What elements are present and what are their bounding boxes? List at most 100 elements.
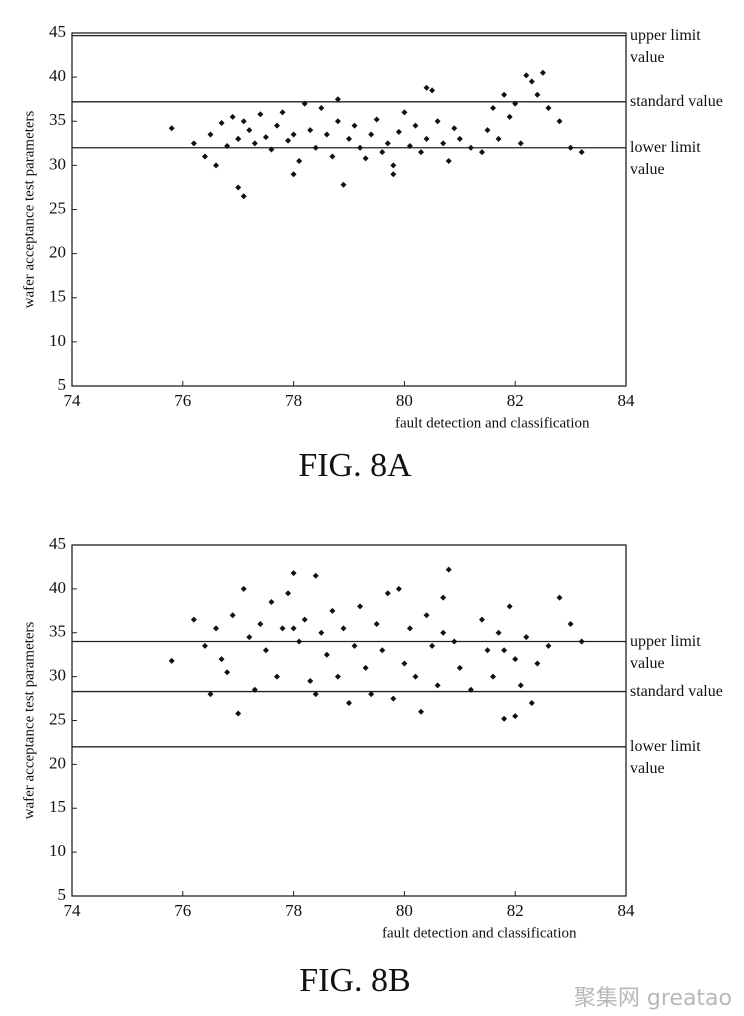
- point: [556, 118, 563, 125]
- point: [406, 625, 413, 632]
- point: [240, 193, 247, 200]
- point: [201, 153, 208, 160]
- point: [290, 570, 297, 577]
- point: [506, 113, 513, 120]
- point: [218, 120, 225, 127]
- point: [251, 140, 258, 147]
- point: [528, 699, 535, 706]
- x-tick-label: 80: [396, 901, 413, 920]
- point: [301, 100, 308, 107]
- point: [373, 116, 380, 123]
- point: [285, 137, 292, 144]
- x-tick-label: 84: [618, 901, 636, 920]
- reference-label: lower limit value: [630, 138, 701, 178]
- point: [240, 585, 247, 592]
- point: [418, 708, 425, 715]
- point: [362, 664, 369, 671]
- point: [246, 127, 253, 134]
- point: [406, 142, 413, 149]
- point: [423, 612, 430, 619]
- y-tick-label: 5: [58, 375, 67, 394]
- point: [346, 699, 352, 706]
- point: [323, 651, 330, 658]
- point: [235, 710, 242, 717]
- point: [312, 691, 319, 698]
- watermark: 聚集网 greatao: [573, 986, 732, 1011]
- point: [451, 125, 458, 132]
- point: [445, 157, 452, 164]
- point: [523, 72, 530, 79]
- point: [567, 144, 574, 151]
- point: [334, 96, 341, 103]
- point: [235, 184, 242, 191]
- y-axis-label: wafer acceptance test parameters: [21, 110, 37, 308]
- x-tick-label: 82: [507, 901, 524, 920]
- point: [495, 135, 502, 142]
- point: [346, 135, 352, 142]
- point: [368, 131, 375, 138]
- point: [351, 122, 358, 129]
- point: [578, 638, 585, 645]
- point: [523, 634, 530, 641]
- x-tick-label: 82: [507, 391, 524, 410]
- y-tick-label: 40: [49, 66, 66, 85]
- point: [556, 594, 563, 601]
- point: [190, 616, 197, 623]
- y-tick-label: 45: [49, 22, 66, 41]
- point: [379, 149, 386, 156]
- point: [490, 673, 497, 680]
- point: [539, 69, 546, 76]
- point: [318, 105, 325, 112]
- point: [501, 91, 508, 98]
- point: [440, 140, 447, 147]
- point: [451, 638, 458, 645]
- point: [384, 590, 391, 597]
- point: [279, 109, 286, 116]
- reference-label: standard value: [630, 92, 723, 110]
- x-axis-label: fault detection and classification: [382, 925, 577, 941]
- x-tick-label: 78: [285, 901, 302, 920]
- point: [224, 669, 231, 676]
- x-tick-label: 76: [174, 901, 191, 920]
- point: [240, 118, 247, 125]
- x-tick-label: 84: [618, 391, 636, 410]
- point: [307, 127, 314, 134]
- point: [301, 616, 308, 623]
- point: [401, 660, 408, 667]
- y-tick-label: 25: [49, 709, 66, 728]
- point: [478, 616, 485, 623]
- x-axis-label: fault detection and classification: [395, 415, 590, 431]
- point: [545, 642, 552, 649]
- point: [478, 149, 485, 156]
- point: [257, 111, 264, 118]
- point: [318, 629, 325, 636]
- point: [235, 135, 242, 142]
- point: [262, 647, 269, 654]
- x-tick-label: 78: [285, 391, 302, 410]
- point: [567, 620, 574, 627]
- point: [213, 162, 220, 169]
- point: [429, 642, 436, 649]
- y-tick-label: 45: [49, 534, 66, 553]
- y-tick-label: 25: [49, 198, 66, 217]
- point: [251, 686, 258, 693]
- reference-label: upper limit value: [630, 26, 701, 66]
- point: [484, 127, 491, 134]
- point: [501, 715, 508, 722]
- point: [490, 105, 497, 112]
- point: [290, 625, 297, 632]
- y-tick-label: 30: [49, 666, 66, 685]
- point: [207, 131, 214, 138]
- point: [512, 100, 519, 107]
- point: [495, 629, 502, 636]
- y-tick-label: 35: [49, 110, 66, 129]
- point: [534, 660, 541, 667]
- point: [168, 125, 175, 132]
- point: [528, 78, 535, 85]
- point: [506, 603, 513, 610]
- point: [229, 612, 236, 619]
- y-axis-label: wafer acceptance test parameters: [21, 621, 37, 819]
- figure-caption: FIG. 8A: [298, 447, 412, 484]
- y-tick-label: 20: [49, 243, 66, 262]
- point: [456, 664, 463, 671]
